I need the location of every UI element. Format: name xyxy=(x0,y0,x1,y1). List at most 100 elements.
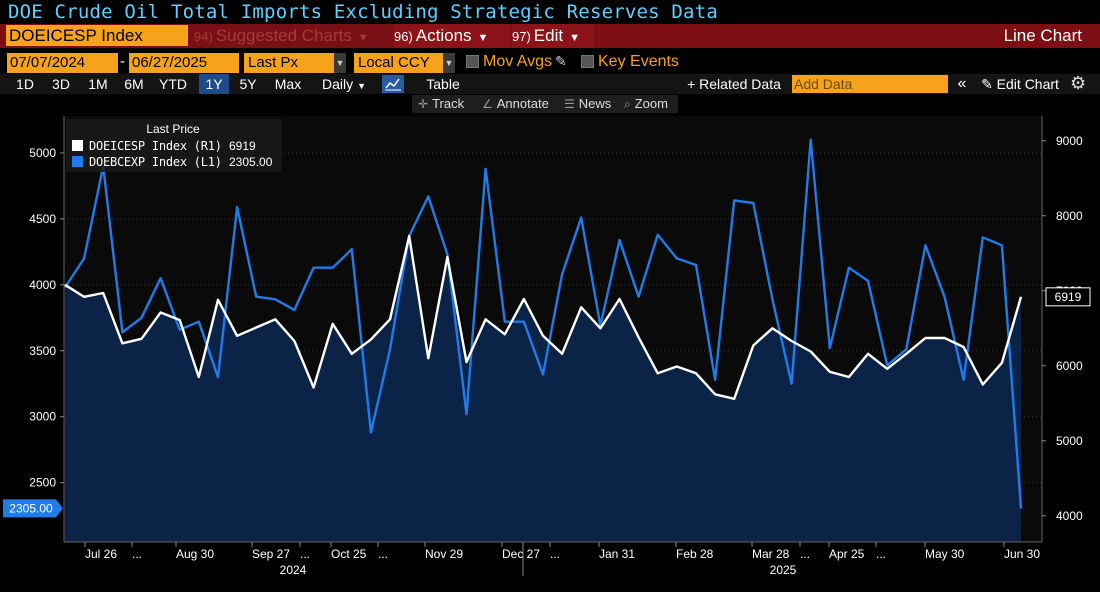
end-date-input[interactable]: 06/27/2025 xyxy=(129,53,239,73)
range-button-6m[interactable]: 6M xyxy=(124,76,144,92)
chevron-down-icon: ▼ xyxy=(477,32,489,44)
suggested-charts-menu[interactable]: 94) Suggested Charts ▼ xyxy=(194,24,392,48)
range-button-ytd[interactable]: YTD xyxy=(159,76,187,92)
right-tick-label: 5000 xyxy=(1056,434,1083,448)
key-events-checkbox[interactable] xyxy=(581,55,594,68)
news-icon: ☰ xyxy=(564,97,575,111)
area-fill xyxy=(65,236,1021,542)
currency-value: Local CCY xyxy=(358,54,430,71)
range-button-3d[interactable]: 3D xyxy=(52,76,70,92)
currency-select[interactable]: Local CCY ▼ xyxy=(354,53,455,73)
price-field-select[interactable]: Last Px ▼ xyxy=(244,53,346,73)
options-bar: 07/07/2024 - 06/27/2025 Last Px ▼ Local … xyxy=(0,52,1100,74)
legend-entry-name: DOEICESP Index (R1) xyxy=(89,139,222,153)
annotate-icon: ∠ xyxy=(482,97,493,111)
range-button-max[interactable]: Max xyxy=(274,76,302,92)
x-tick-label: Dec 27 xyxy=(502,547,540,561)
edit-label: Edit xyxy=(533,26,564,45)
x-tick-label: ... xyxy=(132,547,142,561)
x-tick-label: ... xyxy=(876,547,886,561)
left-tick-label: 3500 xyxy=(29,344,56,358)
legend-title: Last Price xyxy=(146,122,200,136)
left-tick-label: 4000 xyxy=(29,278,56,292)
range-button-1m[interactable]: 1M xyxy=(88,76,108,92)
chevron-down-icon: ▼ xyxy=(569,32,580,44)
legend-swatch xyxy=(72,156,83,167)
price-field-value: Last Px xyxy=(248,54,299,71)
legend-entry-value: 2305.00 xyxy=(229,155,273,169)
mov-avgs-label[interactable]: Mov Avgs xyxy=(483,53,553,70)
x-tick-label: Oct 25 xyxy=(331,547,367,561)
edit-menu[interactable]: 97) Edit ▼ xyxy=(512,24,594,48)
edit-chart-button[interactable]: ✎ Edit Chart xyxy=(981,76,1059,92)
left-tick-label: 2500 xyxy=(29,476,56,490)
legend-box xyxy=(66,119,282,172)
legend: Last Price DOEICESP Index (R1) 6919 DOEBCEX… xyxy=(66,119,282,172)
right-tick-label: 9000 xyxy=(1056,134,1083,148)
ticker-input[interactable]: DOEICESP Index xyxy=(6,25,188,46)
range-bar: 1D 3D 1M 6M YTD 1Y 5Y Max Daily ▼ Table +… xyxy=(0,73,1100,94)
gear-icon[interactable]: ⚙ xyxy=(1070,73,1087,93)
suggested-charts-number: 94) xyxy=(194,29,213,44)
key-events-label[interactable]: Key Events xyxy=(598,53,679,70)
x-tick-label: ... xyxy=(800,547,810,561)
page-title: DOE Crude Oil Total Imports Excluding St… xyxy=(8,1,718,23)
range-button-1y[interactable]: 1Y xyxy=(199,74,229,94)
chevron-down-icon: ▼ xyxy=(443,53,455,73)
x-tick-label: Jul 26 xyxy=(85,547,117,561)
last-value-box-left xyxy=(3,499,63,518)
last-value-label-left: 2305.00 xyxy=(9,501,53,515)
table-button[interactable]: Table xyxy=(426,76,460,92)
x-tick-label: Aug 30 xyxy=(176,547,214,561)
series-line-doebcexp xyxy=(63,138,1023,509)
left-tick-label: 4500 xyxy=(29,212,56,226)
pencil-icon[interactable]: ✎ xyxy=(555,53,567,69)
news-button[interactable]: ☰ News xyxy=(564,95,611,113)
range-button-5y[interactable]: 5Y xyxy=(239,76,257,92)
x-tick-label: Jan 31 xyxy=(599,547,635,561)
start-date-input[interactable]: 07/07/2024 xyxy=(7,53,118,73)
right-tick-label: 4000 xyxy=(1056,509,1083,523)
annotate-button[interactable]: ∠ Annotate xyxy=(482,95,549,113)
actions-label: Actions xyxy=(415,26,472,45)
range-button-1d[interactable]: 1D xyxy=(16,76,34,92)
series-lines xyxy=(63,138,1023,509)
mov-avgs-checkbox[interactable] xyxy=(466,55,479,68)
magnifier-icon: ⌕ xyxy=(624,97,631,111)
actions-number: 96) xyxy=(394,29,413,44)
line-chart-icon[interactable] xyxy=(382,75,404,93)
legend-swatch xyxy=(72,140,83,151)
track-button[interactable]: ✛ Track xyxy=(418,95,464,113)
zoom-label: Zoom xyxy=(634,96,668,111)
x-tick-label: ... xyxy=(550,547,560,561)
title-bar: DOE Crude Oil Total Imports Excluding St… xyxy=(0,0,1100,24)
axes: 2500300035004000450050004000500060007000… xyxy=(3,116,1091,577)
x-tick-label: Jun 30 xyxy=(1004,547,1040,561)
suggested-charts-label: Suggested Charts xyxy=(215,26,352,45)
chart-type-label: Line Chart xyxy=(1003,26,1082,45)
annotate-label: Annotate xyxy=(496,96,549,111)
add-data-input[interactable]: Add Data xyxy=(792,75,948,93)
related-data-button[interactable]: + Related Data xyxy=(687,76,781,92)
legend-entry-value: 6919 xyxy=(229,139,256,153)
x-tick-label: Mar 28 xyxy=(752,547,790,561)
zoom-button[interactable]: ⌕ Zoom xyxy=(624,95,668,113)
year-label: 2024 xyxy=(280,563,307,577)
frequency-select[interactable]: Daily ▼ xyxy=(312,74,376,94)
area-fill-layer xyxy=(65,236,1021,542)
series-line-doeicesp xyxy=(64,234,1023,400)
year-label: 2025 xyxy=(770,563,797,577)
x-tick-label: May 30 xyxy=(925,547,965,561)
right-tick-label: 8000 xyxy=(1056,209,1083,223)
collapse-icon[interactable]: « xyxy=(957,75,967,92)
x-tick-label: ... xyxy=(378,547,388,561)
legend-entry-name: DOEBCEXP Index (L1) xyxy=(89,155,222,169)
crosshair-icon: ✛ xyxy=(418,97,429,111)
left-tick-label: 5000 xyxy=(29,146,56,160)
frequency-label: Daily xyxy=(321,76,354,92)
x-tick-label: Sep 27 xyxy=(252,547,290,561)
x-tick-label: ... xyxy=(300,547,310,561)
x-tick-label: Apr 25 xyxy=(829,547,865,561)
actions-menu[interactable]: 96) Actions ▼ xyxy=(394,24,510,48)
